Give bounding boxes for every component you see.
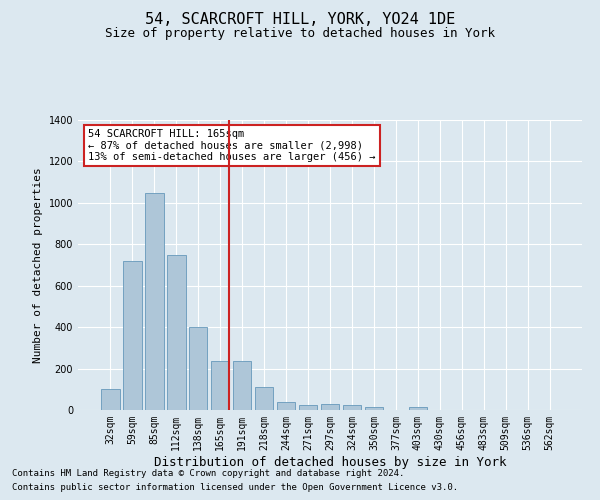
Text: 54 SCARCROFT HILL: 165sqm
← 87% of detached houses are smaller (2,998)
13% of se: 54 SCARCROFT HILL: 165sqm ← 87% of detac…	[88, 128, 376, 162]
Bar	[277, 402, 295, 410]
Bar	[365, 407, 383, 410]
Bar	[299, 405, 317, 410]
Bar	[255, 387, 274, 410]
Bar	[233, 362, 251, 410]
Bar	[167, 254, 185, 410]
Bar	[343, 405, 361, 410]
Bar	[123, 261, 142, 410]
Bar	[189, 327, 208, 410]
Bar	[320, 404, 340, 410]
Bar	[101, 390, 119, 410]
X-axis label: Distribution of detached houses by size in York: Distribution of detached houses by size …	[154, 456, 506, 468]
Bar	[211, 362, 229, 410]
Text: Contains HM Land Registry data © Crown copyright and database right 2024.: Contains HM Land Registry data © Crown c…	[12, 468, 404, 477]
Text: 54, SCARCROFT HILL, YORK, YO24 1DE: 54, SCARCROFT HILL, YORK, YO24 1DE	[145, 12, 455, 28]
Text: Contains public sector information licensed under the Open Government Licence v3: Contains public sector information licen…	[12, 484, 458, 492]
Bar	[409, 407, 427, 410]
Text: Size of property relative to detached houses in York: Size of property relative to detached ho…	[105, 28, 495, 40]
Y-axis label: Number of detached properties: Number of detached properties	[33, 167, 43, 363]
Bar	[145, 192, 164, 410]
